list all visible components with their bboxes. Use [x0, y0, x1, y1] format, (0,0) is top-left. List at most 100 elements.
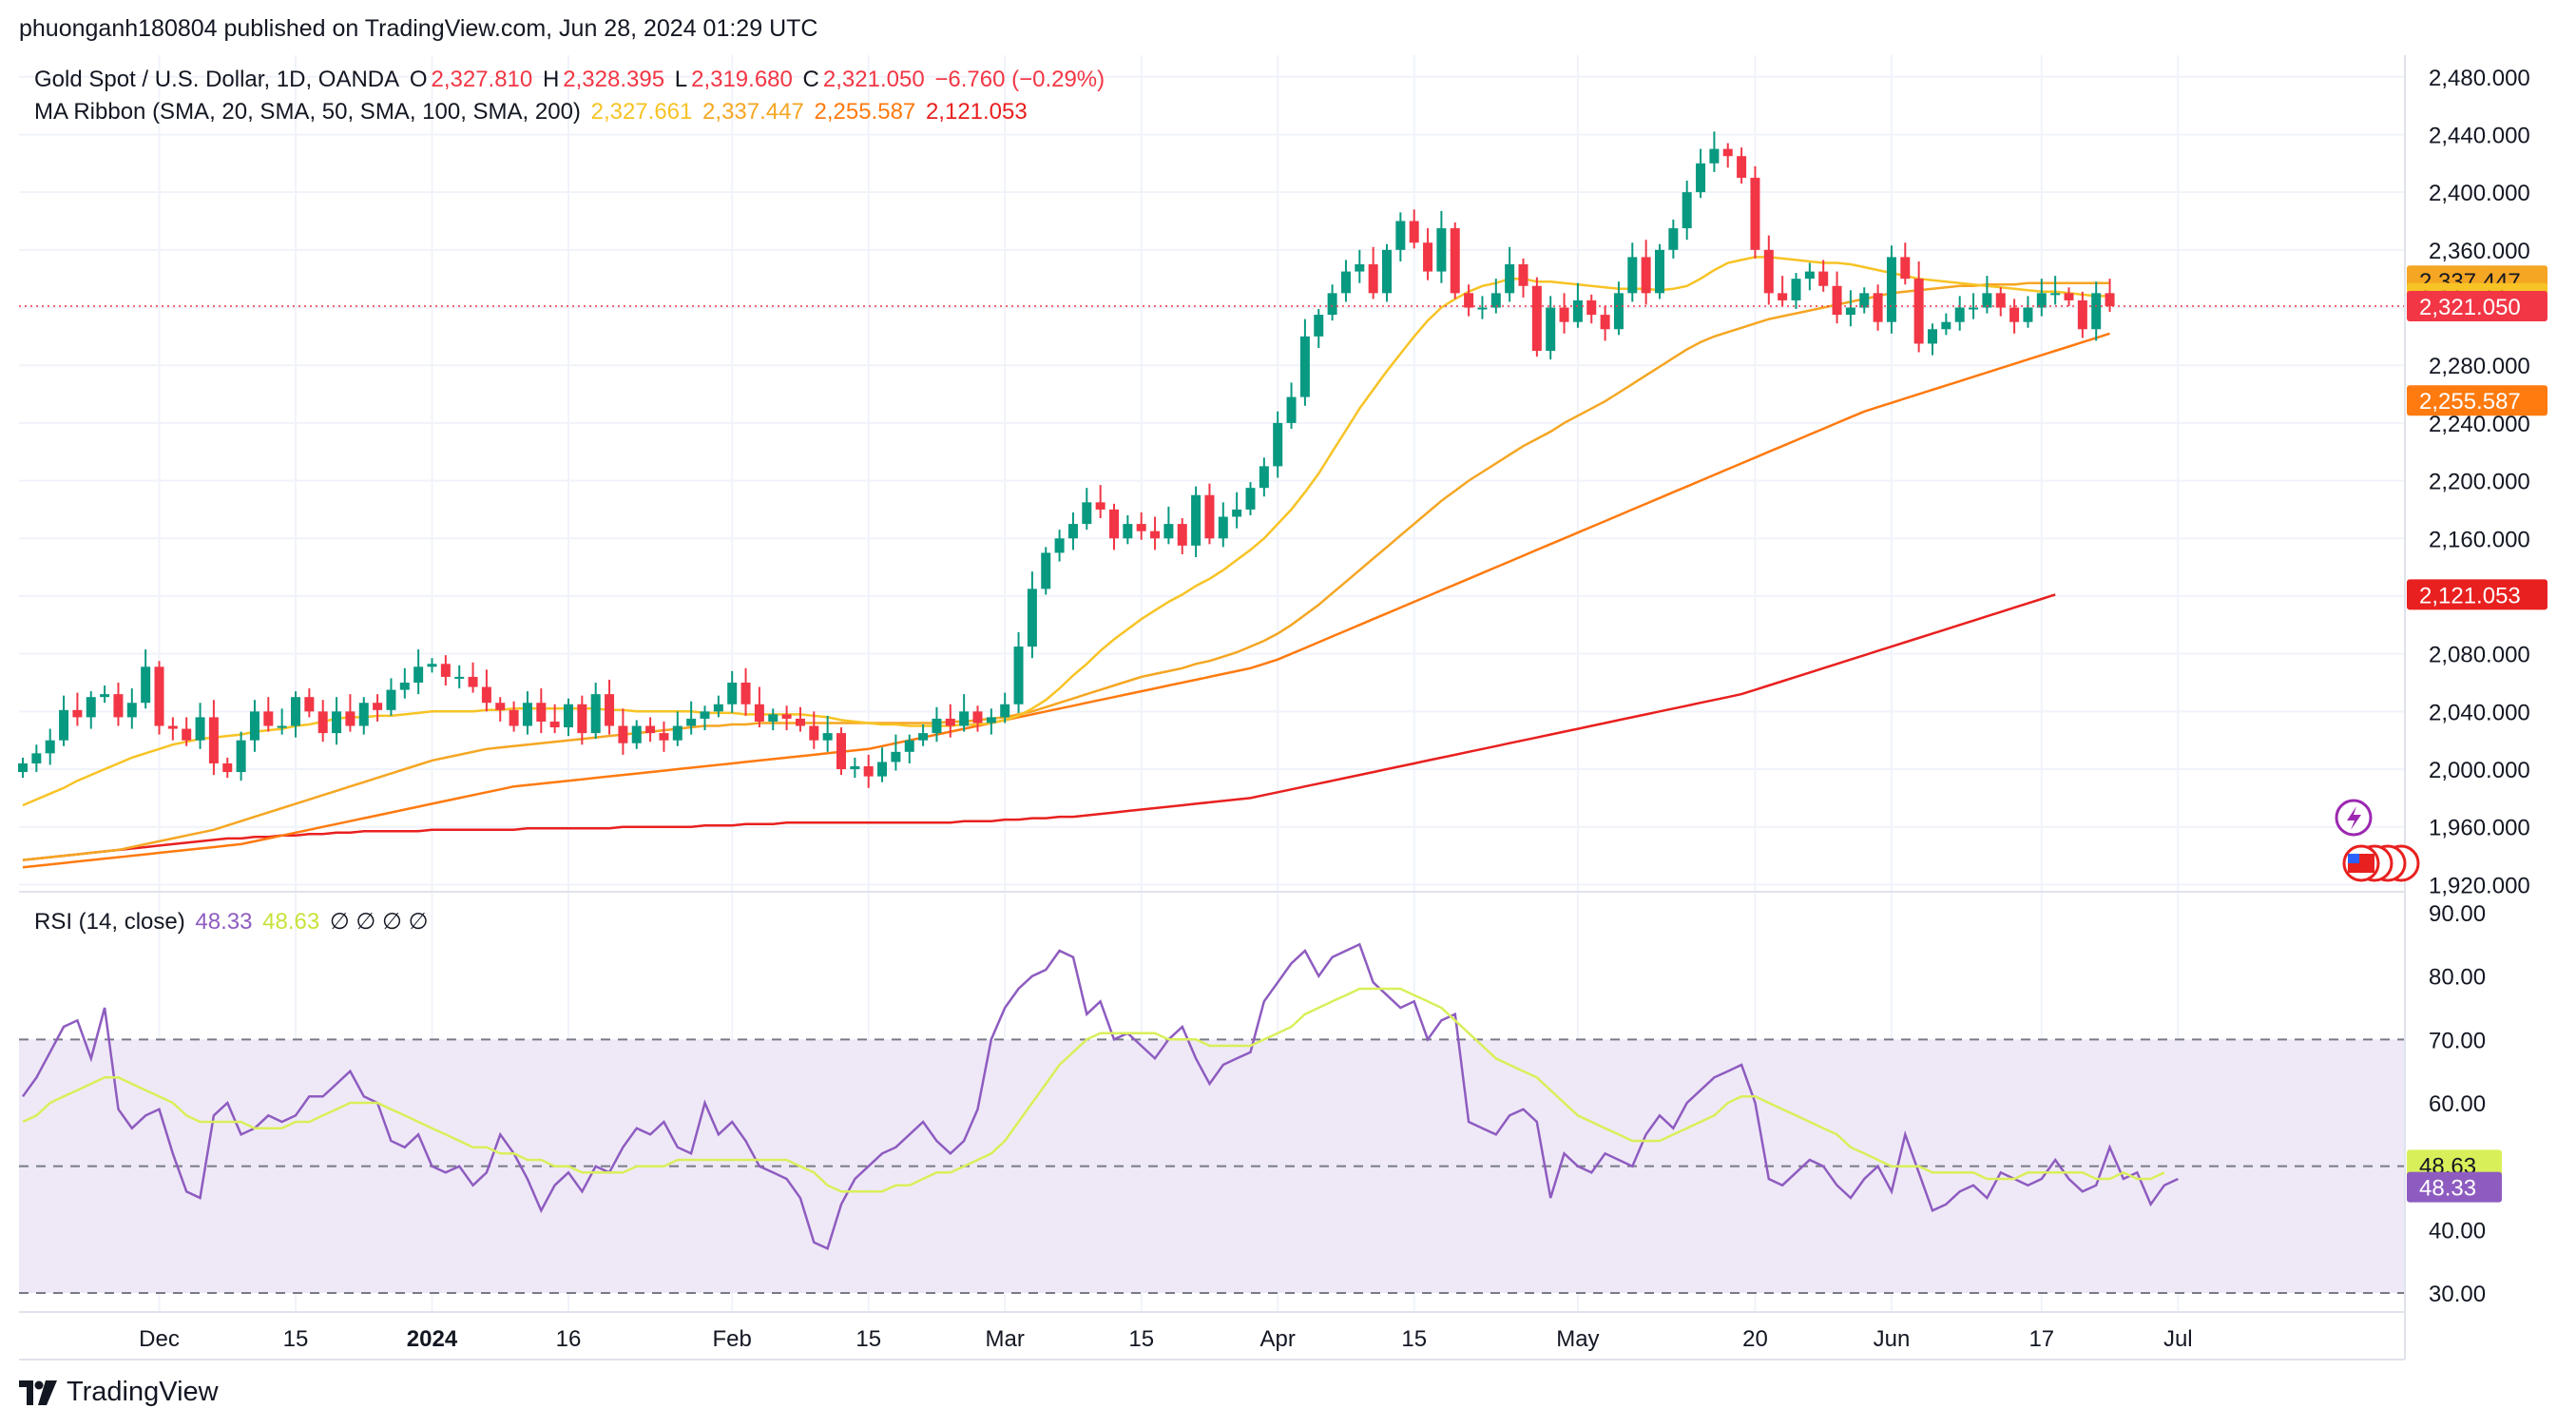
candle-down [1559, 307, 1569, 322]
candle-up [1969, 307, 1979, 310]
tag-last-bg [2407, 291, 2547, 321]
candle-down [1177, 524, 1187, 546]
high-value: 2,328.395 [563, 67, 665, 92]
close-value: 2,321.050 [822, 67, 925, 92]
candle-up [1041, 552, 1051, 589]
candle-down [154, 666, 164, 726]
candle-up [1286, 396, 1297, 423]
candle-up [386, 689, 396, 710]
candle-down [1095, 502, 1105, 510]
axes [19, 55, 2406, 1360]
candle-up [1804, 271, 1815, 280]
candle-up [904, 740, 914, 752]
candle-up [564, 704, 573, 728]
tag-sma200-text: 2,121.053 [2419, 583, 2521, 608]
candle-down [1778, 293, 1788, 300]
sma20-line [22, 256, 2110, 807]
rsi-value: 48.33 [195, 909, 253, 935]
candle-up [1982, 293, 1992, 308]
rsi-line [21, 942, 2179, 1251]
candle-down [836, 733, 846, 770]
flash-event-icon[interactable] [2335, 799, 2373, 837]
tag-sma100-text: 2,255.587 [2419, 389, 2521, 415]
candle-up [1245, 488, 1256, 510]
candle-down [182, 728, 192, 741]
candle-up [1299, 336, 1310, 397]
candle-down [468, 676, 478, 687]
candle-up [1067, 524, 1078, 539]
candle-up [399, 683, 410, 690]
rsi-title: RSI (14, close) [34, 909, 185, 935]
tag-last: 2,321.050 [2407, 291, 2547, 321]
candle-down [1600, 315, 1610, 330]
publisher-caption: phuonganh180804 published on TradingView… [19, 15, 818, 42]
candle-down [1423, 242, 1433, 272]
price-tick-label: 2,040.000 [2429, 700, 2530, 725]
candle-up [358, 703, 369, 726]
ma-ribbon [22, 256, 2110, 869]
candle-down [809, 725, 819, 741]
flash-event-bolt [2347, 806, 2361, 830]
candle-up [1191, 494, 1201, 546]
candle-down [2009, 307, 2020, 322]
us-flag-events-icon[interactable] [2342, 844, 2420, 882]
price-tick-label: 2,480.000 [2429, 66, 2530, 91]
candle-up [1613, 293, 1624, 330]
sma100-line [22, 332, 2110, 869]
candle-up [195, 717, 205, 741]
candle-up [918, 733, 929, 741]
ma-50-value: 2,337.447 [702, 99, 804, 125]
candle-down [781, 714, 792, 719]
tag-sma100: 2,255.587 [2407, 385, 2547, 416]
candle-down [1409, 221, 1419, 243]
candle-up [1546, 307, 1556, 352]
price-legend: Gold Spot / U.S. Dollar, 1D, OANDA O 2,32… [34, 67, 1108, 93]
candle-up [1054, 538, 1065, 553]
candle-down [1136, 524, 1146, 531]
event-icons[interactable] [2335, 799, 2420, 882]
candle-down [317, 711, 328, 734]
candle-up [1314, 315, 1324, 337]
candle-down [618, 725, 628, 743]
candle-down [373, 703, 383, 710]
candle-up [454, 676, 465, 679]
candle-up [1232, 509, 1242, 517]
ma-legend: MA Ribbon (SMA, 20, SMA, 50, SMA, 100, S… [34, 99, 1031, 125]
candle-up [2036, 293, 2047, 308]
candle-down [577, 704, 587, 734]
price-tick-label: 2,080.000 [2429, 643, 2530, 668]
tag-rsi-text: 48.33 [2419, 1176, 2476, 1202]
candle-down [863, 766, 874, 777]
time-tick-label: 15 [855, 1326, 881, 1352]
candle-up [277, 725, 287, 728]
brand-name: TradingView [67, 1377, 219, 1407]
candle-down [795, 718, 805, 726]
candle-down [481, 686, 491, 704]
candle-up [427, 664, 437, 667]
price-tags: 2,337.4472,327.6612,321.0502,255.5872,12… [2407, 265, 2547, 1203]
open-label: O [409, 67, 428, 92]
candle-up [1355, 264, 1365, 272]
candle-up [1163, 524, 1174, 539]
candle-down [1368, 264, 1378, 294]
candles [18, 131, 2115, 788]
tag-sma100-bg [2407, 385, 2547, 416]
candle-down [1750, 177, 1760, 250]
candle-up [932, 718, 942, 734]
candle-down [167, 725, 178, 729]
candle-up [672, 725, 682, 741]
candle-up [631, 725, 642, 743]
candle-down [1913, 279, 1924, 344]
candle-down [1818, 271, 1829, 286]
price-tick-label: 2,440.000 [2429, 123, 2530, 148]
time-tick-label: Feb [713, 1326, 752, 1352]
price-tick-label: 2,240.000 [2429, 412, 2530, 437]
candle-up [1395, 221, 1406, 250]
tradingview-logo[interactable]: TradingView [19, 1377, 219, 1408]
time-tick-label: Dec [139, 1326, 180, 1352]
candle-down [549, 721, 560, 728]
price-tick-label: 1,920.000 [2429, 873, 2530, 898]
candle-down [1832, 285, 1842, 316]
candle-up [126, 703, 137, 718]
